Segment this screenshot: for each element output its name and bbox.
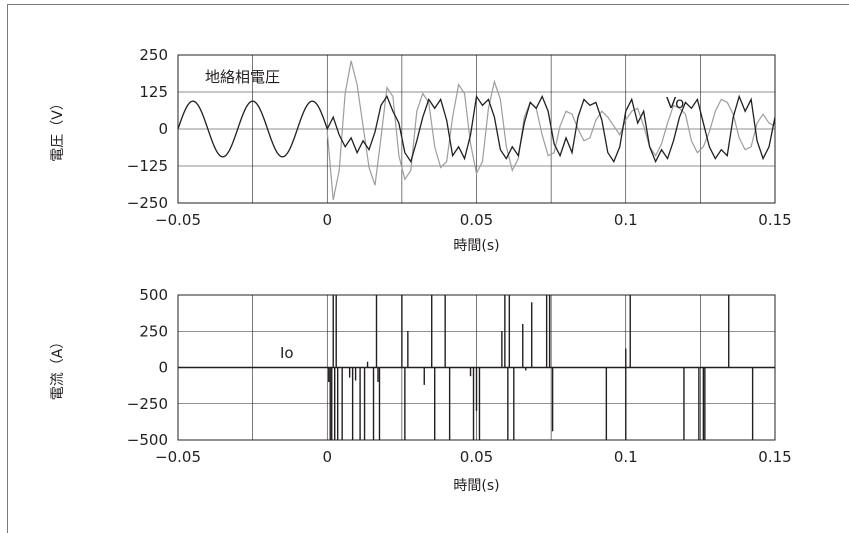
figure-frame <box>7 4 849 533</box>
x-tick-label: −0.05 <box>155 448 201 466</box>
y-tick-label: 500 <box>139 286 168 304</box>
y-tick-label: 250 <box>139 46 168 64</box>
y-tick-label: 250 <box>139 322 168 340</box>
y-tick-label: 125 <box>139 83 168 101</box>
y-tick-label: −125 <box>127 157 168 175</box>
annotation-label: Vo <box>666 94 684 112</box>
x-tick-label: 0.15 <box>758 211 791 229</box>
series-line-ground-phase-voltage <box>178 94 775 164</box>
x-axis-label: 時間(s) <box>453 238 499 254</box>
series-layer <box>178 295 775 440</box>
x-tick-label: 0.1 <box>614 211 638 229</box>
x-axis-label: 時間(s) <box>453 478 499 494</box>
y-axis-label: 電圧（V） <box>50 96 66 162</box>
x-tick-label: 0.05 <box>460 448 493 466</box>
y-tick-label: −500 <box>127 431 168 449</box>
y-tick-label: 0 <box>158 120 168 138</box>
annotation-label: Io <box>280 344 294 362</box>
x-tick-label: 0.15 <box>758 448 791 466</box>
y-tick-label: 0 <box>158 359 168 377</box>
series-line-Vo <box>326 60 775 201</box>
x-tick-label: 0.1 <box>614 448 638 466</box>
x-tick-label: 0 <box>322 448 332 466</box>
x-tick-label: 0 <box>322 211 332 229</box>
y-axis-label: 電流（A） <box>50 335 66 401</box>
series-layer <box>178 60 775 201</box>
x-tick-label: −0.05 <box>155 211 201 229</box>
annotation-label: 地絡相電圧 <box>205 68 280 86</box>
x-tick-label: 0.05 <box>460 211 493 229</box>
y-tick-label: −250 <box>127 395 168 413</box>
y-tick-label: −250 <box>127 194 168 212</box>
